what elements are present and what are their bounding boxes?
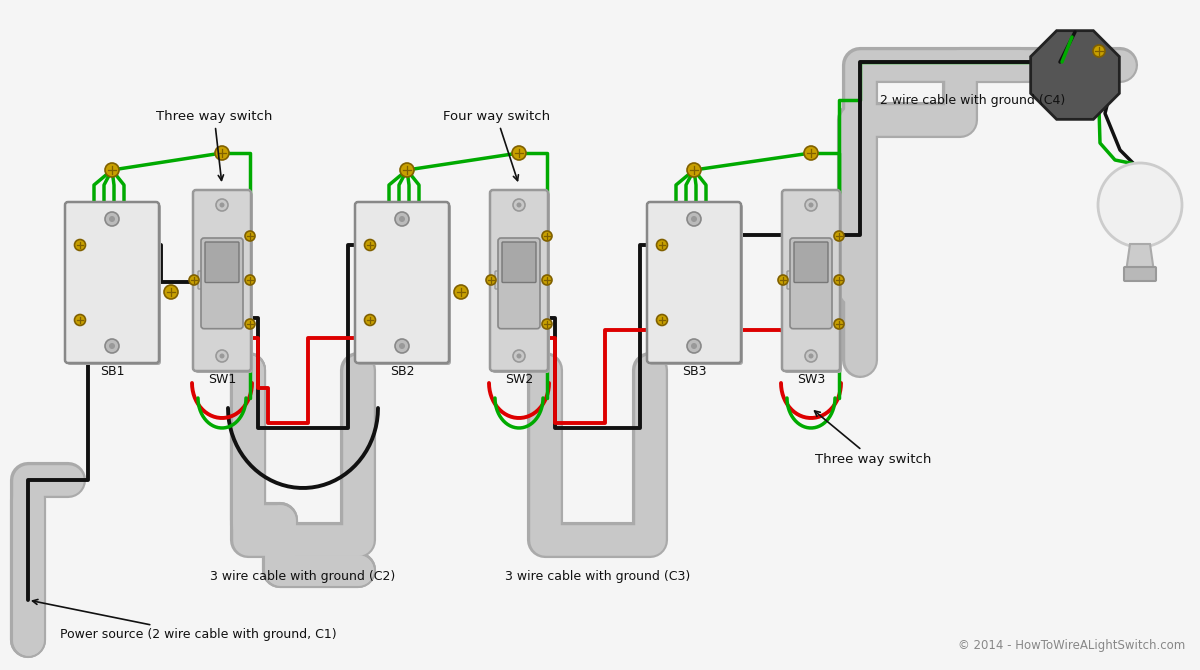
FancyBboxPatch shape xyxy=(194,192,253,373)
Circle shape xyxy=(656,314,667,326)
Text: SW2: SW2 xyxy=(505,373,533,386)
Text: SB1: SB1 xyxy=(100,365,125,378)
Text: © 2014 - HowToWireALightSwitch.com: © 2014 - HowToWireALightSwitch.com xyxy=(958,639,1186,652)
Circle shape xyxy=(516,354,522,358)
Circle shape xyxy=(216,350,228,362)
FancyBboxPatch shape xyxy=(1124,267,1156,281)
Circle shape xyxy=(542,231,552,241)
Circle shape xyxy=(365,314,376,326)
Circle shape xyxy=(106,212,119,226)
Text: SW1: SW1 xyxy=(208,373,236,386)
FancyBboxPatch shape xyxy=(502,242,536,283)
Text: Four way switch: Four way switch xyxy=(443,110,550,181)
Circle shape xyxy=(106,339,119,353)
Circle shape xyxy=(454,285,468,299)
Circle shape xyxy=(220,354,224,358)
FancyBboxPatch shape xyxy=(647,202,742,363)
Circle shape xyxy=(486,275,496,285)
Circle shape xyxy=(516,202,522,208)
Text: 3 wire cable with ground (C3): 3 wire cable with ground (C3) xyxy=(505,570,691,583)
Circle shape xyxy=(691,343,697,349)
Circle shape xyxy=(245,275,256,285)
Text: Power source (2 wire cable with ground, C1): Power source (2 wire cable with ground, … xyxy=(32,600,337,641)
Circle shape xyxy=(109,343,115,349)
Circle shape xyxy=(542,319,552,329)
FancyBboxPatch shape xyxy=(193,190,251,371)
Circle shape xyxy=(398,216,406,222)
Circle shape xyxy=(220,202,224,208)
FancyBboxPatch shape xyxy=(782,190,840,371)
Text: 2 wire cable with ground (C4): 2 wire cable with ground (C4) xyxy=(880,94,1066,107)
Text: Three way switch: Three way switch xyxy=(815,411,931,466)
FancyBboxPatch shape xyxy=(355,202,449,363)
Circle shape xyxy=(834,319,844,329)
Circle shape xyxy=(514,199,526,211)
FancyBboxPatch shape xyxy=(784,192,842,373)
Circle shape xyxy=(109,216,115,222)
Circle shape xyxy=(1098,163,1182,247)
FancyBboxPatch shape xyxy=(205,242,239,283)
Text: C: C xyxy=(202,275,206,285)
Circle shape xyxy=(656,239,667,251)
FancyBboxPatch shape xyxy=(496,271,508,289)
Text: C: C xyxy=(498,275,504,285)
Circle shape xyxy=(164,285,178,299)
FancyBboxPatch shape xyxy=(490,190,548,371)
FancyBboxPatch shape xyxy=(65,202,158,363)
Circle shape xyxy=(512,146,526,160)
Circle shape xyxy=(190,275,199,285)
FancyBboxPatch shape xyxy=(787,271,799,289)
Circle shape xyxy=(395,212,409,226)
Circle shape xyxy=(805,350,817,362)
Circle shape xyxy=(804,146,818,160)
Circle shape xyxy=(834,275,844,285)
FancyBboxPatch shape xyxy=(649,204,743,365)
Circle shape xyxy=(809,202,814,208)
Circle shape xyxy=(514,350,526,362)
Polygon shape xyxy=(1031,31,1120,119)
FancyBboxPatch shape xyxy=(794,242,828,283)
Circle shape xyxy=(398,343,406,349)
FancyBboxPatch shape xyxy=(198,271,210,289)
FancyBboxPatch shape xyxy=(492,192,550,373)
Circle shape xyxy=(805,199,817,211)
Circle shape xyxy=(778,275,788,285)
Circle shape xyxy=(834,231,844,241)
Circle shape xyxy=(400,163,414,177)
Circle shape xyxy=(74,314,85,326)
Circle shape xyxy=(691,216,697,222)
Text: 3 wire cable with ground (C2): 3 wire cable with ground (C2) xyxy=(210,570,396,583)
Circle shape xyxy=(245,231,256,241)
Circle shape xyxy=(74,239,85,251)
Polygon shape xyxy=(1126,244,1154,272)
FancyBboxPatch shape xyxy=(358,204,451,365)
FancyBboxPatch shape xyxy=(202,238,242,329)
Circle shape xyxy=(395,339,409,353)
Circle shape xyxy=(365,239,376,251)
Circle shape xyxy=(686,339,701,353)
FancyBboxPatch shape xyxy=(790,238,832,329)
Circle shape xyxy=(215,146,229,160)
Circle shape xyxy=(686,163,701,177)
Text: SW3: SW3 xyxy=(797,373,826,386)
FancyBboxPatch shape xyxy=(67,204,161,365)
Circle shape xyxy=(542,275,552,285)
Text: SB2: SB2 xyxy=(390,365,414,378)
Circle shape xyxy=(245,319,256,329)
Circle shape xyxy=(1093,45,1105,57)
Circle shape xyxy=(809,354,814,358)
Circle shape xyxy=(106,163,119,177)
Circle shape xyxy=(686,212,701,226)
Text: SB3: SB3 xyxy=(682,365,707,378)
Circle shape xyxy=(216,199,228,211)
Text: C: C xyxy=(790,275,796,285)
FancyBboxPatch shape xyxy=(498,238,540,329)
Text: Three way switch: Three way switch xyxy=(156,110,272,180)
